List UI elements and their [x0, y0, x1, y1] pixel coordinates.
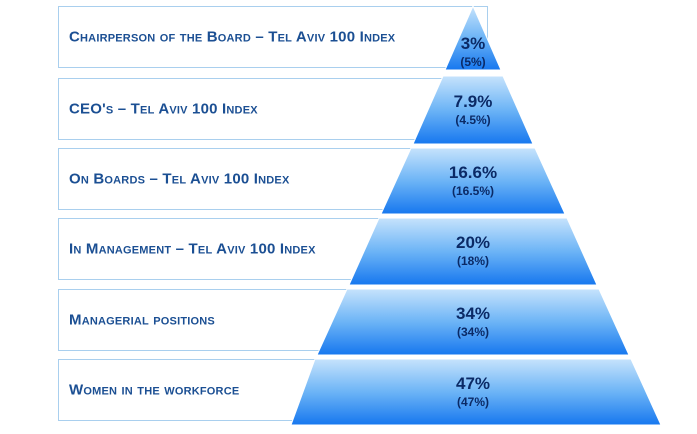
level-value-chairperson: 3% (5%): [413, 34, 533, 70]
level-value-main: 3%: [460, 34, 486, 53]
pyramid-tier-5: [316, 288, 630, 356]
level-label-managerial: Managerial positions: [69, 311, 215, 329]
pyramid-tier-1: [444, 4, 502, 71]
level-value-previous: (16.5%): [451, 184, 495, 198]
level-value-previous: (4.5%): [455, 113, 491, 127]
pyramid-tier-3: [380, 147, 566, 215]
level-value-main: 7.9%: [453, 92, 493, 111]
pyramid-tier-6: [290, 358, 662, 426]
level-label-box-chairperson: Chairperson of the Board – Tel Aviv 100 …: [58, 6, 488, 68]
level-value-workforce: 47% (47%): [413, 374, 533, 410]
level-value-managerial: 34% (34%): [413, 304, 533, 340]
level-value-previous: (47%): [456, 395, 489, 409]
level-value-previous: (18%): [456, 254, 489, 268]
level-label-chairperson: Chairperson of the Board – Tel Aviv 100 …: [69, 28, 396, 46]
level-value-main: 20%: [455, 233, 491, 252]
level-value-main: 34%: [455, 304, 491, 323]
level-label-management: In Management – Tel Aviv 100 Index: [69, 240, 316, 258]
level-label-ceos: CEO's – Tel Aviv 100 Index: [69, 100, 258, 118]
level-value-ceos: 7.9% (4.5%): [413, 92, 533, 128]
level-label-boards: On Boards – Tel Aviv 100 Index: [69, 170, 290, 188]
level-label-box-ceos: CEO's – Tel Aviv 100 Index: [58, 78, 488, 140]
level-label-workforce: Women in the workforce: [69, 381, 240, 399]
level-value-previous: (34%): [456, 325, 489, 339]
pyramid-tier-4: [348, 217, 598, 286]
level-value-previous: (5%): [460, 55, 486, 69]
level-value-main: 16.6%: [448, 163, 498, 182]
level-value-management: 20% (18%): [413, 233, 533, 269]
level-value-boards: 16.6% (16.5%): [413, 163, 533, 199]
pyramid-tier-2: [412, 75, 534, 145]
level-value-main: 47%: [455, 374, 491, 393]
